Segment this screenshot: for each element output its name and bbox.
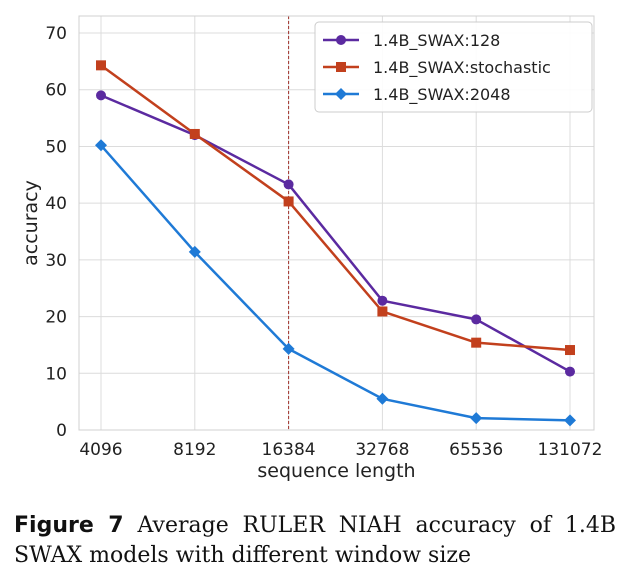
data-point (95, 139, 107, 152)
y-axis-label: accuracy (20, 180, 42, 266)
data-point (96, 90, 106, 101)
data-point (188, 245, 201, 258)
legend-label: 1.4B_SWAX:2048 (373, 85, 511, 105)
data-point (189, 128, 200, 139)
data-point (471, 314, 482, 325)
series-line (100, 64, 571, 352)
data-point (377, 306, 388, 317)
legend-label: 1.4B_SWAX:stochastic (373, 58, 551, 78)
data-point (335, 88, 347, 100)
y-tick-label: 50 (45, 137, 67, 157)
x-tick-label: 65536 (449, 440, 503, 460)
x-axis-label: sequence length (257, 460, 415, 482)
x-tick-label: 131072 (538, 440, 603, 460)
y-tick-label: 70 (45, 24, 67, 44)
series-line (100, 94, 571, 373)
legend-item: 1.4B_SWAX:128 (323, 31, 500, 51)
y-tick-label: 20 (45, 308, 67, 328)
caption-fade (470, 548, 629, 578)
y-tick-label: 60 (45, 81, 67, 101)
data-point (564, 414, 576, 427)
x-tick-label: 16384 (262, 440, 316, 460)
legend: 1.4B_SWAX:128 1.4B_SWAX:stochastic 1.4B_SW… (314, 21, 593, 113)
y-tick-label: 10 (45, 364, 67, 384)
y-axis-ticks: 0 10 20 30 40 50 60 70 (45, 24, 67, 441)
data-point (282, 342, 295, 355)
plot-frame (78, 15, 595, 431)
series-3 (95, 139, 576, 427)
data-point (96, 60, 106, 71)
figure-label: Figure 7 (14, 513, 124, 538)
series-line (100, 144, 571, 422)
data-point (283, 179, 294, 190)
data-point (336, 35, 346, 45)
y-tick-label: 30 (45, 251, 67, 271)
x-tick-label: 32768 (355, 440, 409, 460)
legend-box (314, 21, 593, 113)
caption-text: Average RULER NIAH accuracy of 1.4B SWAX… (14, 513, 616, 568)
legend-label: 1.4B_SWAX:128 (373, 31, 500, 51)
legend-item: 1.4B_SWAX:2048 (323, 85, 511, 105)
series-2 (96, 60, 575, 356)
y-tick-label: 40 (45, 194, 67, 214)
line-chart: 0 10 20 30 40 50 60 70 4096 8192 16384 32768 65536 1… (20, 15, 602, 482)
data-point (336, 62, 346, 72)
data-point (376, 392, 389, 405)
x-tick-label: 8192 (173, 440, 216, 460)
legend-item: 1.4B_SWAX:stochastic (323, 58, 551, 78)
x-axis-ticks: 4096 8192 16384 32768 65536 131072 (79, 440, 602, 460)
data-point (470, 412, 483, 425)
series-1 (96, 90, 575, 377)
data-point (565, 366, 575, 377)
series-group (95, 60, 576, 427)
data-point (471, 337, 482, 348)
x-tick-label: 4096 (79, 440, 122, 460)
data-point (565, 345, 575, 356)
figure-caption: Figure 7 Average RULER NIAH accuracy of 1… (14, 511, 616, 571)
data-point (283, 196, 294, 207)
y-tick-label: 0 (56, 421, 67, 441)
data-point (377, 295, 388, 306)
